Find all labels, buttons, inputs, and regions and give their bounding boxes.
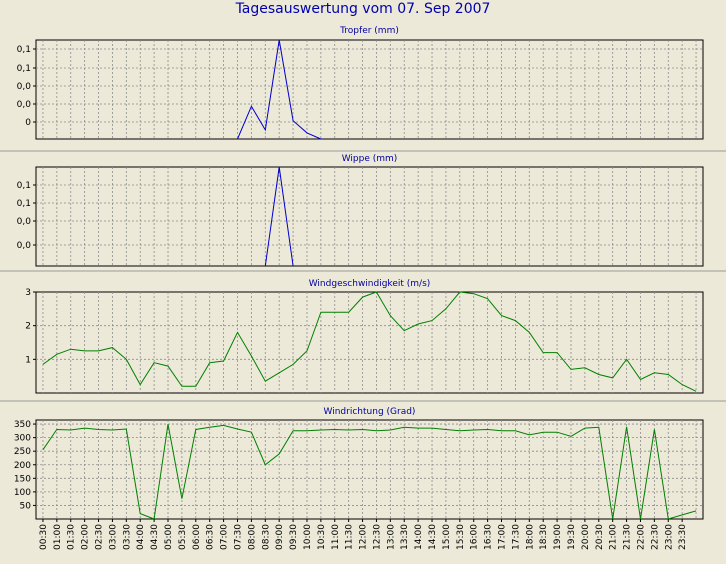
x-tick-label: 18:30 (539, 524, 549, 550)
y-tick-label: 0,0 (17, 100, 32, 110)
y-tick-label: 200 (14, 461, 31, 471)
series-line (264, 166, 294, 267)
x-tick-label: 05:30 (178, 524, 188, 550)
x-tick-label: 02:00 (81, 524, 91, 550)
x-tick-label: 11:30 (345, 524, 355, 550)
panel-title: Windrichtung (Grad) (324, 407, 416, 417)
series-line (42, 291, 697, 392)
page-title: Tagesauswertung vom 07. Sep 2007 (235, 1, 491, 17)
x-tick-label: 21:00 (609, 524, 619, 550)
x-tick-label: 21:30 (623, 524, 633, 550)
x-tick-label: 18:00 (525, 524, 535, 550)
x-tick-label: 08:00 (247, 524, 257, 550)
x-tick-label: 07:00 (220, 524, 230, 550)
y-tick-label: 0,1 (17, 45, 31, 55)
y-tick-label: 250 (14, 447, 31, 457)
y-tick-label: 3 (25, 288, 31, 298)
x-tick-label: 15:00 (442, 524, 452, 550)
y-tick-label: 50 (20, 501, 32, 511)
y-tick-label: 0,1 (17, 64, 31, 74)
y-tick-label: 0 (25, 118, 31, 128)
y-tick-label: 300 (14, 434, 31, 444)
x-tick-label: 01:30 (67, 524, 77, 550)
x-tick-label: 19:00 (553, 524, 563, 550)
x-tick-label: 10:30 (317, 524, 327, 550)
x-tick-label: 05:00 (164, 524, 174, 550)
x-tick-label: 16:00 (470, 524, 480, 550)
y-tick-label: 0,0 (17, 82, 32, 92)
x-tick-label: 09:00 (275, 524, 285, 550)
y-tick-label: 2 (25, 322, 31, 332)
series-line (42, 424, 697, 520)
x-tick-label: 12:30 (372, 524, 382, 550)
x-tick-label: 03:30 (122, 524, 132, 550)
series-line (237, 39, 322, 140)
x-tick-label: 19:30 (567, 524, 577, 550)
x-tick-label: 16:30 (484, 524, 494, 550)
plot-frame (35, 166, 704, 267)
x-tick-label: 23:30 (678, 524, 688, 550)
plot-frame (35, 291, 704, 394)
plot-frame (35, 39, 704, 140)
x-tick-label: 09:30 (289, 524, 299, 550)
x-tick-label: 12:00 (359, 524, 369, 550)
x-tick-label: 06:30 (206, 524, 216, 550)
x-tick-label: 14:30 (428, 524, 438, 550)
y-tick-label: 100 (14, 488, 31, 498)
x-tick-label: 06:00 (192, 524, 202, 550)
x-tick-label: 14:00 (414, 524, 424, 550)
x-tick-label: 04:30 (150, 524, 160, 550)
x-tick-label: 23:00 (664, 524, 674, 550)
y-tick-label: 0,0 (17, 217, 32, 227)
x-tick-label: 04:00 (136, 524, 146, 550)
x-tick-label: 22:00 (636, 524, 646, 550)
x-tick-label: 10:00 (303, 524, 313, 550)
x-tick-label: 17:00 (498, 524, 508, 550)
y-tick-label: 0,1 (17, 181, 31, 191)
y-tick-label: 1 (25, 355, 31, 365)
x-tick-label: 01:00 (53, 524, 63, 550)
x-tick-label: 08:30 (261, 524, 271, 550)
x-tick-label: 00:30 (39, 524, 49, 550)
x-tick-label: 22:30 (650, 524, 660, 550)
x-tick-label: 13:00 (386, 524, 396, 550)
x-tick-label: 17:30 (511, 524, 521, 550)
panel-title: Windgeschwindigkeit (m/s) (309, 279, 431, 289)
x-tick-label: 20:00 (581, 524, 591, 550)
plot-frame (35, 419, 704, 520)
y-tick-label: 0,0 (17, 241, 32, 251)
y-tick-label: 0,1 (17, 199, 31, 209)
x-tick-label: 11:00 (331, 524, 341, 550)
panel-title: Wippe (mm) (342, 154, 398, 164)
x-tick-label: 03:00 (108, 524, 118, 550)
y-tick-label: 350 (14, 420, 31, 430)
x-tick-label: 07:30 (233, 524, 243, 550)
x-tick-label: 02:30 (95, 524, 105, 550)
x-tick-label: 15:30 (456, 524, 466, 550)
panel-title: Tropfer (mm) (339, 26, 399, 36)
y-tick-label: 150 (14, 474, 31, 484)
x-tick-label: 20:30 (595, 524, 605, 550)
x-tick-label: 13:30 (400, 524, 410, 550)
